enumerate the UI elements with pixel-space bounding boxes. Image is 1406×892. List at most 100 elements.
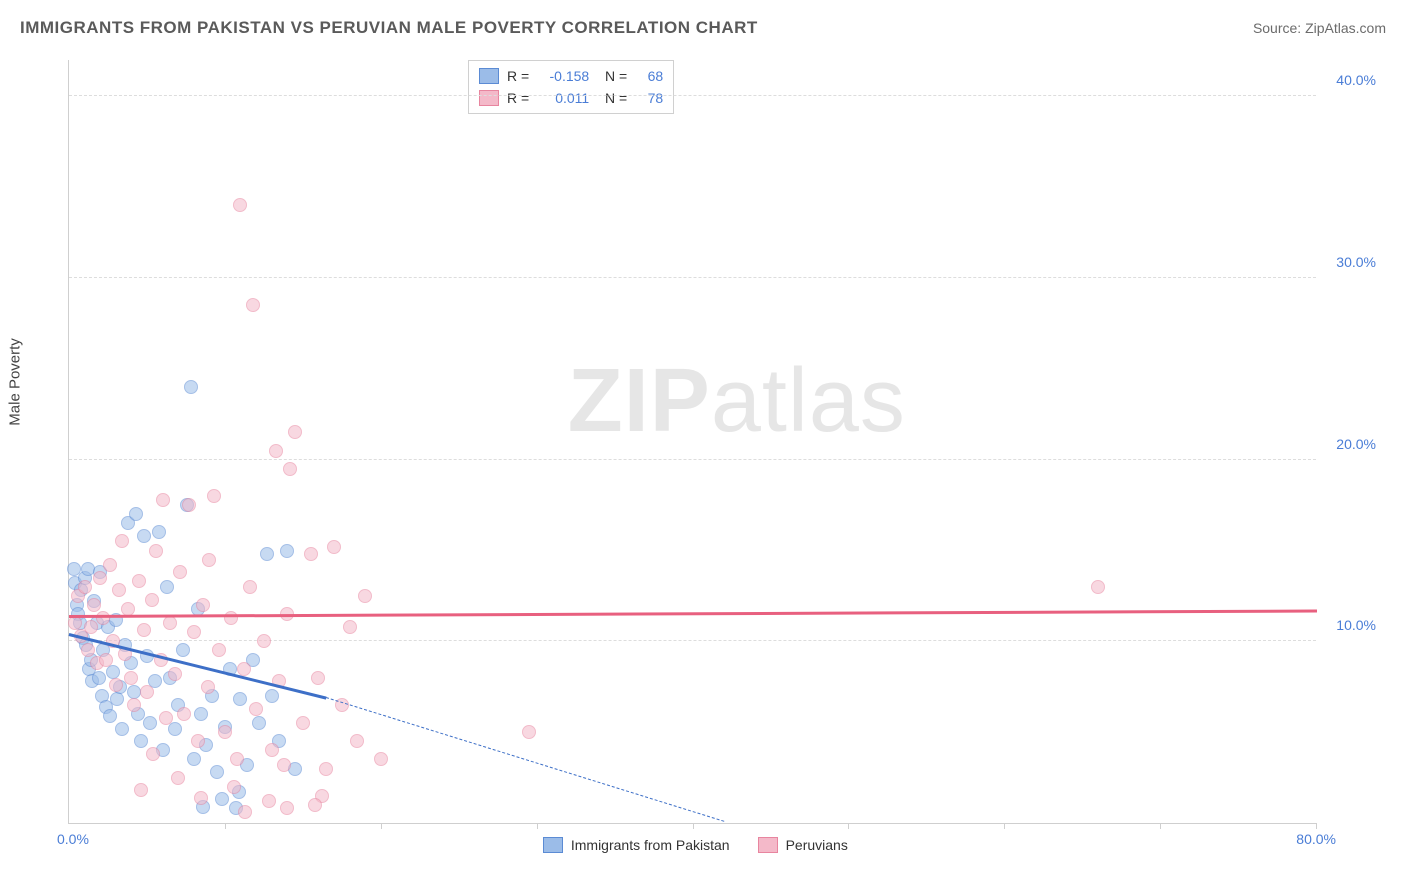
data-point xyxy=(327,540,341,554)
data-point xyxy=(233,692,247,706)
data-point xyxy=(149,544,163,558)
x-tick xyxy=(1160,823,1161,829)
data-point xyxy=(129,507,143,521)
data-point xyxy=(187,625,201,639)
data-point xyxy=(112,583,126,597)
data-point xyxy=(238,805,252,819)
data-point xyxy=(246,298,260,312)
data-point xyxy=(237,662,251,676)
data-point xyxy=(233,198,247,212)
data-point xyxy=(269,444,283,458)
data-point xyxy=(308,798,322,812)
data-point xyxy=(110,692,124,706)
data-point xyxy=(215,792,229,806)
swatch-bottom-series-0 xyxy=(543,837,563,853)
y-tick-label: 20.0% xyxy=(1321,436,1376,452)
x-min-label: 0.0% xyxy=(57,831,89,847)
legend-item-series-1: Peruvians xyxy=(758,837,848,853)
data-point xyxy=(145,593,159,607)
x-tick xyxy=(848,823,849,829)
y-tick-label: 30.0% xyxy=(1321,254,1376,270)
data-point xyxy=(168,667,182,681)
x-tick xyxy=(693,823,694,829)
data-point xyxy=(78,580,92,594)
data-point xyxy=(152,525,166,539)
swatch-series-0 xyxy=(479,68,499,84)
n-value-series-1: 78 xyxy=(635,87,663,109)
data-point xyxy=(160,580,174,594)
data-point xyxy=(184,380,198,394)
data-point xyxy=(103,558,117,572)
data-point xyxy=(103,709,117,723)
data-point xyxy=(163,616,177,630)
data-point xyxy=(288,425,302,439)
data-point xyxy=(265,689,279,703)
gridline xyxy=(69,277,1316,278)
data-point xyxy=(143,716,157,730)
data-point xyxy=(343,620,357,634)
data-point xyxy=(252,716,266,730)
legend-row-series-0: R = -0.158 N = 68 xyxy=(479,65,663,87)
series-name-0: Immigrants from Pakistan xyxy=(571,837,730,853)
swatch-series-1 xyxy=(479,90,499,106)
data-point xyxy=(374,752,388,766)
data-point xyxy=(227,780,241,794)
data-point xyxy=(1091,580,1105,594)
data-point xyxy=(132,574,146,588)
data-point xyxy=(201,680,215,694)
x-max-label: 80.0% xyxy=(1296,831,1336,847)
data-point xyxy=(358,589,372,603)
r-value-series-1: 0.011 xyxy=(537,87,589,109)
data-point xyxy=(210,765,224,779)
data-point xyxy=(109,678,123,692)
data-point xyxy=(280,544,294,558)
data-point xyxy=(277,758,291,772)
data-point xyxy=(159,711,173,725)
data-point xyxy=(106,665,120,679)
data-point xyxy=(522,725,536,739)
series-name-1: Peruvians xyxy=(786,837,848,853)
data-point xyxy=(194,707,208,721)
data-point xyxy=(137,529,151,543)
gridline xyxy=(69,95,1316,96)
data-point xyxy=(156,493,170,507)
data-point xyxy=(81,643,95,657)
x-tick xyxy=(537,823,538,829)
chart-area: Male Poverty ZIPatlas R = -0.158 N = 68 … xyxy=(20,50,1386,872)
data-point xyxy=(87,598,101,612)
data-point xyxy=(212,643,226,657)
data-point xyxy=(350,734,364,748)
y-tick-label: 40.0% xyxy=(1321,72,1376,88)
data-point xyxy=(280,801,294,815)
chart-header: IMMIGRANTS FROM PAKISTAN VS PERUVIAN MAL… xyxy=(0,0,1406,46)
n-value-series-0: 68 xyxy=(635,65,663,87)
data-point xyxy=(168,722,182,736)
plot-area: ZIPatlas R = -0.158 N = 68 R = 0.011 N =… xyxy=(68,60,1316,824)
data-point xyxy=(202,553,216,567)
data-point xyxy=(296,716,310,730)
data-point xyxy=(134,783,148,797)
data-point xyxy=(257,634,271,648)
data-point xyxy=(230,752,244,766)
y-tick-label: 10.0% xyxy=(1321,617,1376,633)
data-point xyxy=(319,762,333,776)
data-point xyxy=(265,743,279,757)
data-point xyxy=(187,752,201,766)
data-point xyxy=(140,685,154,699)
data-point xyxy=(283,462,297,476)
x-tick xyxy=(225,823,226,829)
data-point xyxy=(127,698,141,712)
x-tick xyxy=(1004,823,1005,829)
y-axis-label: Male Poverty xyxy=(7,338,24,426)
legend-series: Immigrants from Pakistan Peruvians xyxy=(543,837,848,853)
data-point xyxy=(92,671,106,685)
data-point xyxy=(260,547,274,561)
data-point xyxy=(182,498,196,512)
data-point xyxy=(304,547,318,561)
data-point xyxy=(134,734,148,748)
data-point xyxy=(115,722,129,736)
data-point xyxy=(99,653,113,667)
legend-item-series-0: Immigrants from Pakistan xyxy=(543,837,730,853)
watermark: ZIPatlas xyxy=(568,350,906,453)
data-point xyxy=(176,643,190,657)
